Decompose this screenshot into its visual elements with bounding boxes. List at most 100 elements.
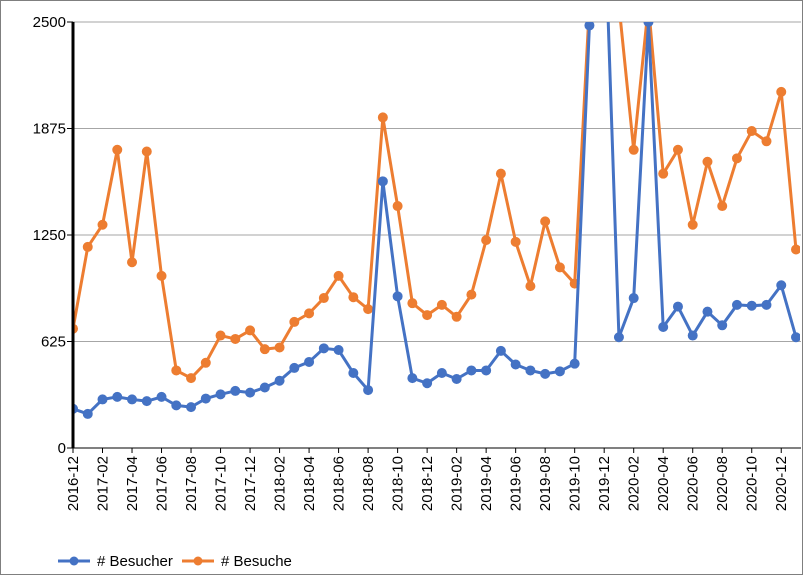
legend-label: # Besuche bbox=[221, 553, 292, 570]
x-tick-label: 2019-04 bbox=[478, 456, 495, 511]
data-point bbox=[363, 385, 374, 396]
data-point bbox=[230, 333, 241, 344]
series-line bbox=[73, 22, 798, 416]
data-point bbox=[791, 244, 800, 255]
data-point bbox=[112, 144, 123, 155]
x-tick-label: 2019-06 bbox=[508, 456, 525, 511]
data-point bbox=[392, 291, 403, 302]
x-tick-label: 2018-02 bbox=[272, 456, 289, 511]
data-point bbox=[495, 345, 506, 356]
data-point bbox=[348, 292, 359, 303]
data-point bbox=[230, 385, 241, 396]
data-point bbox=[466, 289, 477, 300]
data-point bbox=[466, 365, 477, 376]
data-point bbox=[761, 299, 772, 310]
data-point bbox=[215, 389, 226, 400]
data-point bbox=[304, 356, 315, 367]
series-line bbox=[73, 22, 798, 380]
data-point bbox=[776, 86, 787, 97]
series-layer bbox=[73, 0, 800, 419]
y-tick-label: 625 bbox=[41, 334, 66, 351]
data-point bbox=[731, 153, 742, 164]
data-point bbox=[274, 342, 285, 353]
data-point bbox=[687, 330, 698, 341]
y-tick-label: 1875 bbox=[33, 121, 66, 138]
x-tick-label: 2019-10 bbox=[567, 456, 584, 511]
x-tick-label: 2020-06 bbox=[685, 456, 702, 511]
data-point bbox=[141, 146, 152, 157]
data-point bbox=[746, 300, 757, 311]
data-point bbox=[274, 375, 285, 386]
x-tick-label: 2017-10 bbox=[213, 456, 230, 511]
data-point bbox=[628, 293, 639, 304]
data-point bbox=[422, 310, 433, 321]
data-point bbox=[658, 322, 669, 333]
data-point bbox=[97, 394, 108, 405]
data-point bbox=[200, 357, 211, 368]
x-tick-label: 2018-10 bbox=[390, 456, 407, 511]
data-point bbox=[333, 345, 344, 356]
legend: # Besucher # Besuche bbox=[58, 553, 292, 570]
data-point bbox=[318, 293, 329, 304]
data-point bbox=[363, 304, 374, 315]
x-tick-label: 2018-08 bbox=[360, 456, 377, 511]
data-point bbox=[510, 359, 521, 370]
data-point bbox=[628, 144, 639, 155]
data-point bbox=[540, 368, 551, 379]
data-point bbox=[746, 126, 757, 137]
data-point bbox=[791, 332, 800, 343]
data-point bbox=[510, 236, 521, 247]
data-point bbox=[613, 332, 624, 343]
x-tick-label: 2018-06 bbox=[331, 456, 348, 511]
x-tick-label: 2017-02 bbox=[95, 456, 112, 511]
x-tick-label: 2017-04 bbox=[124, 456, 141, 511]
gridlines bbox=[67, 21, 801, 449]
data-point bbox=[215, 330, 226, 341]
data-point bbox=[259, 382, 270, 393]
data-point bbox=[584, 22, 595, 31]
x-tick-label: 2020-02 bbox=[626, 456, 643, 511]
data-point bbox=[156, 391, 167, 402]
data-point bbox=[525, 365, 536, 376]
data-point bbox=[525, 281, 536, 292]
data-point bbox=[333, 270, 344, 281]
x-tick-label: 2020-08 bbox=[714, 456, 731, 511]
data-point bbox=[82, 241, 93, 252]
data-point bbox=[436, 368, 447, 379]
data-point bbox=[481, 235, 492, 246]
data-point bbox=[658, 168, 669, 179]
data-point bbox=[304, 308, 315, 319]
data-point bbox=[554, 366, 565, 377]
data-point bbox=[171, 365, 182, 376]
x-axis-tick-labels: 2016-12 2017-02 2017-04 2017-06 2017-08 2017-… bbox=[65, 448, 790, 511]
data-point bbox=[186, 402, 197, 413]
data-point bbox=[776, 280, 787, 291]
data-point bbox=[761, 136, 772, 147]
data-point bbox=[392, 201, 403, 212]
data-point bbox=[731, 299, 742, 310]
data-point bbox=[377, 176, 388, 187]
data-point bbox=[245, 387, 256, 398]
legend-label: # Besucher bbox=[97, 553, 173, 570]
data-point bbox=[702, 306, 713, 317]
data-point bbox=[585, 0, 594, 9]
series-besucher bbox=[73, 22, 800, 419]
data-point bbox=[97, 219, 108, 230]
data-point bbox=[318, 343, 329, 354]
data-point bbox=[407, 373, 418, 384]
legend-marker bbox=[193, 556, 203, 566]
data-point bbox=[614, 0, 623, 9]
x-tick-label: 2019-08 bbox=[537, 456, 554, 511]
data-point bbox=[259, 344, 270, 355]
data-point bbox=[451, 311, 462, 322]
data-point bbox=[289, 316, 300, 327]
data-point bbox=[554, 262, 565, 273]
x-tick-label: 2017-06 bbox=[154, 456, 171, 511]
x-tick-label: 2018-04 bbox=[301, 456, 318, 511]
data-point bbox=[717, 201, 728, 212]
x-tick-label: 2020-12 bbox=[773, 456, 790, 511]
data-point bbox=[377, 112, 388, 123]
x-tick-label: 2020-10 bbox=[744, 456, 761, 511]
data-point bbox=[481, 365, 492, 376]
